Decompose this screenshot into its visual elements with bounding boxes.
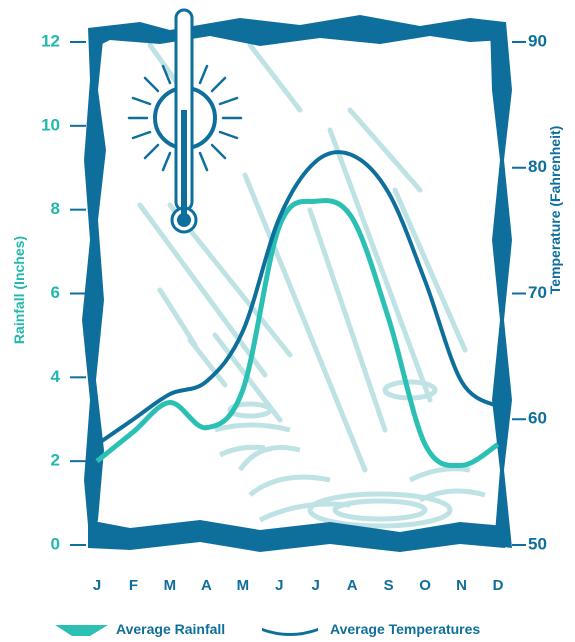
x-tick-label: D	[493, 577, 504, 594]
left-tick-0: 0	[51, 534, 86, 553]
legend-rainfall: Average Rainfall	[55, 621, 225, 637]
right-tick-label: 70	[528, 283, 547, 302]
left-tick-label: 6	[51, 283, 60, 302]
left-tick-label: 2	[51, 451, 60, 470]
rainfall-series	[95, 198, 500, 469]
puddle-ripples	[214, 379, 486, 529]
right-tick-label: 50	[528, 534, 547, 553]
right-tick-90: 90	[512, 31, 547, 50]
left-tick-label: 8	[51, 199, 60, 218]
right-tick-label: 80	[528, 157, 547, 176]
left-tick-2: 2	[51, 451, 86, 470]
x-tick-label: O	[419, 577, 431, 594]
x-tick-label: J	[93, 577, 101, 594]
right-axis-ticks: 50 60 70 80 90	[512, 31, 547, 553]
left-tick-label: 0	[51, 534, 60, 553]
temperature-series	[95, 150, 500, 447]
left-axis-ticks: 0 2 4 6 8 10 12	[41, 31, 86, 553]
x-tick-label: M	[237, 577, 250, 594]
right-tick-50: 50	[512, 534, 547, 553]
x-tick-label: S	[384, 577, 394, 594]
right-tick-60: 60	[512, 409, 547, 428]
left-tick-6: 6	[51, 283, 86, 302]
x-tick-label: N	[456, 577, 467, 594]
x-tick-label: J	[312, 577, 320, 594]
x-tick-label: M	[164, 577, 177, 594]
right-axis-title: Temperature (Fahrenheit)	[547, 126, 563, 295]
legend: Average Rainfall Average Temperatures	[55, 621, 480, 637]
right-tick-80: 80	[512, 157, 547, 176]
x-tick-label: A	[347, 577, 358, 594]
legend-rainfall-label: Average Rainfall	[116, 621, 225, 637]
left-tick-4: 4	[51, 367, 86, 386]
right-tick-70: 70	[512, 283, 547, 302]
legend-temperature: Average Temperatures	[262, 621, 480, 637]
thermometer-icon	[170, 8, 198, 234]
legend-temperature-label: Average Temperatures	[330, 621, 480, 637]
x-tick-label: A	[201, 577, 212, 594]
left-tick-label: 4	[51, 367, 61, 386]
left-axis-title: Rainfall (Inches)	[11, 236, 27, 344]
series-layer	[95, 150, 500, 469]
x-tick-label: F	[129, 577, 138, 594]
legend-temperature-swatch	[262, 628, 318, 636]
legend-rainfall-swatch	[55, 625, 108, 636]
left-tick-label: 10	[41, 115, 60, 134]
x-tick-label: J	[275, 577, 283, 594]
left-tick-label: 12	[41, 31, 60, 50]
right-tick-label: 90	[528, 31, 547, 50]
left-tick-12: 12	[41, 31, 86, 50]
rainfall-line	[95, 198, 500, 469]
left-tick-8: 8	[51, 199, 86, 218]
right-tick-label: 60	[528, 409, 547, 428]
left-tick-10: 10	[41, 115, 86, 134]
